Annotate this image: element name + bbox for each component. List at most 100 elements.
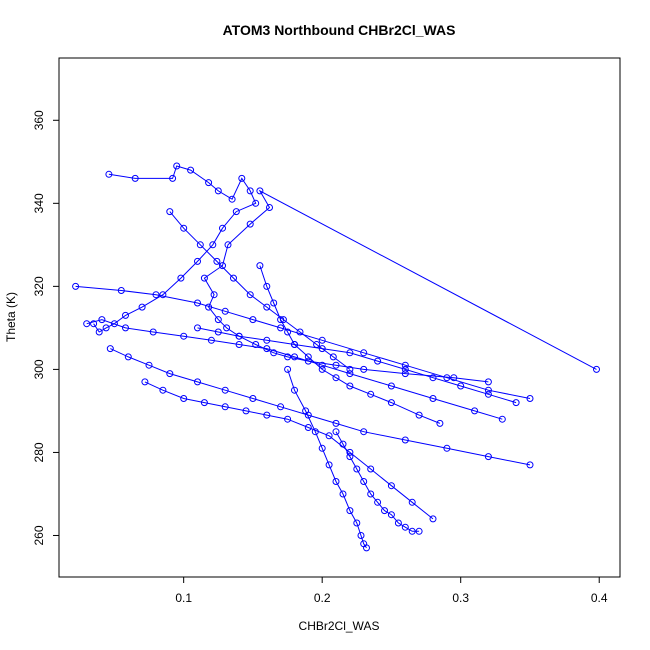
data-point	[339, 440, 347, 448]
data-point	[332, 374, 340, 382]
series-5	[141, 378, 437, 523]
data-point	[98, 316, 106, 324]
data-point	[401, 523, 409, 531]
data-point	[200, 274, 208, 282]
data-point	[256, 187, 264, 195]
data-point	[346, 507, 354, 515]
data-point	[318, 345, 326, 353]
data-point	[238, 174, 246, 182]
data-point	[138, 303, 146, 311]
data-point	[249, 395, 257, 402]
data-point	[252, 341, 260, 348]
x-tick-label: 0.1	[175, 591, 192, 605]
data-point	[246, 291, 254, 299]
data-point	[180, 395, 188, 402]
data-point	[219, 224, 226, 232]
series-line	[203, 189, 597, 383]
data-point	[484, 378, 492, 386]
data-point	[415, 527, 423, 535]
data-point	[325, 432, 333, 440]
data-point	[318, 361, 326, 369]
data-point	[270, 299, 278, 307]
data-point	[313, 341, 321, 348]
data-point	[339, 490, 347, 498]
data-point	[196, 241, 204, 249]
data-point	[72, 282, 80, 290]
data-point	[526, 461, 534, 469]
y-axis: 260 280 300 320 340 360	[32, 110, 60, 545]
data-point	[291, 386, 298, 394]
data-point	[221, 386, 229, 394]
data-point	[232, 208, 240, 216]
data-point	[210, 291, 218, 299]
data-point	[284, 353, 292, 361]
data-point	[291, 341, 298, 348]
data-point	[429, 395, 437, 402]
series-line	[93, 165, 257, 333]
data-point	[332, 361, 340, 369]
data-point	[318, 365, 326, 373]
data-point	[180, 332, 188, 340]
y-tick-label: 340	[32, 193, 46, 213]
data-point	[367, 490, 375, 498]
series-3	[83, 316, 506, 423]
data-point	[159, 386, 167, 394]
data-point	[122, 324, 129, 332]
data-point	[169, 174, 177, 182]
data-point	[223, 324, 231, 332]
data-point	[214, 187, 222, 195]
data-point	[166, 370, 174, 378]
y-tick-label: 320	[32, 276, 46, 296]
data-point	[443, 444, 451, 452]
data-point	[332, 478, 340, 485]
data-point	[145, 361, 153, 369]
data-point	[249, 316, 257, 324]
series-line	[335, 431, 420, 532]
data-point	[224, 241, 232, 249]
data-point	[180, 224, 188, 232]
data-point	[381, 507, 388, 515]
data-point	[284, 328, 292, 336]
data-point	[401, 361, 409, 369]
data-point	[346, 370, 354, 378]
data-point	[83, 320, 91, 328]
data-point	[200, 399, 208, 407]
series-1	[200, 187, 600, 386]
data-point	[246, 187, 254, 195]
data-point	[263, 303, 271, 311]
data-point	[429, 515, 437, 523]
data-point	[242, 407, 250, 415]
data-point	[360, 365, 368, 373]
data-point	[256, 262, 264, 270]
data-point	[263, 411, 271, 419]
data-point	[277, 324, 285, 332]
data-point	[279, 316, 287, 324]
data-point	[246, 220, 254, 228]
data-point	[332, 419, 340, 427]
data-point	[374, 357, 382, 365]
data-point	[117, 287, 125, 294]
y-tick-label: 360	[32, 110, 46, 130]
data-point	[387, 482, 395, 490]
data-point	[318, 444, 326, 452]
data-point	[408, 527, 416, 535]
data-point	[346, 448, 354, 456]
data-point	[429, 374, 437, 382]
data-point	[374, 498, 382, 506]
data-point	[291, 353, 298, 361]
data-point	[110, 320, 118, 328]
data-point	[346, 349, 354, 357]
data-point	[221, 307, 229, 315]
data-point	[213, 257, 221, 265]
data-point	[346, 453, 354, 461]
data-point	[360, 478, 368, 485]
data-point	[408, 498, 416, 506]
data-point	[450, 374, 458, 382]
x-tick-label: 0.3	[452, 591, 469, 605]
data-point	[207, 336, 215, 344]
data-point	[284, 415, 292, 423]
data-point	[302, 407, 310, 415]
data-point	[219, 262, 226, 270]
data-point	[296, 328, 304, 336]
data-point	[221, 403, 229, 411]
